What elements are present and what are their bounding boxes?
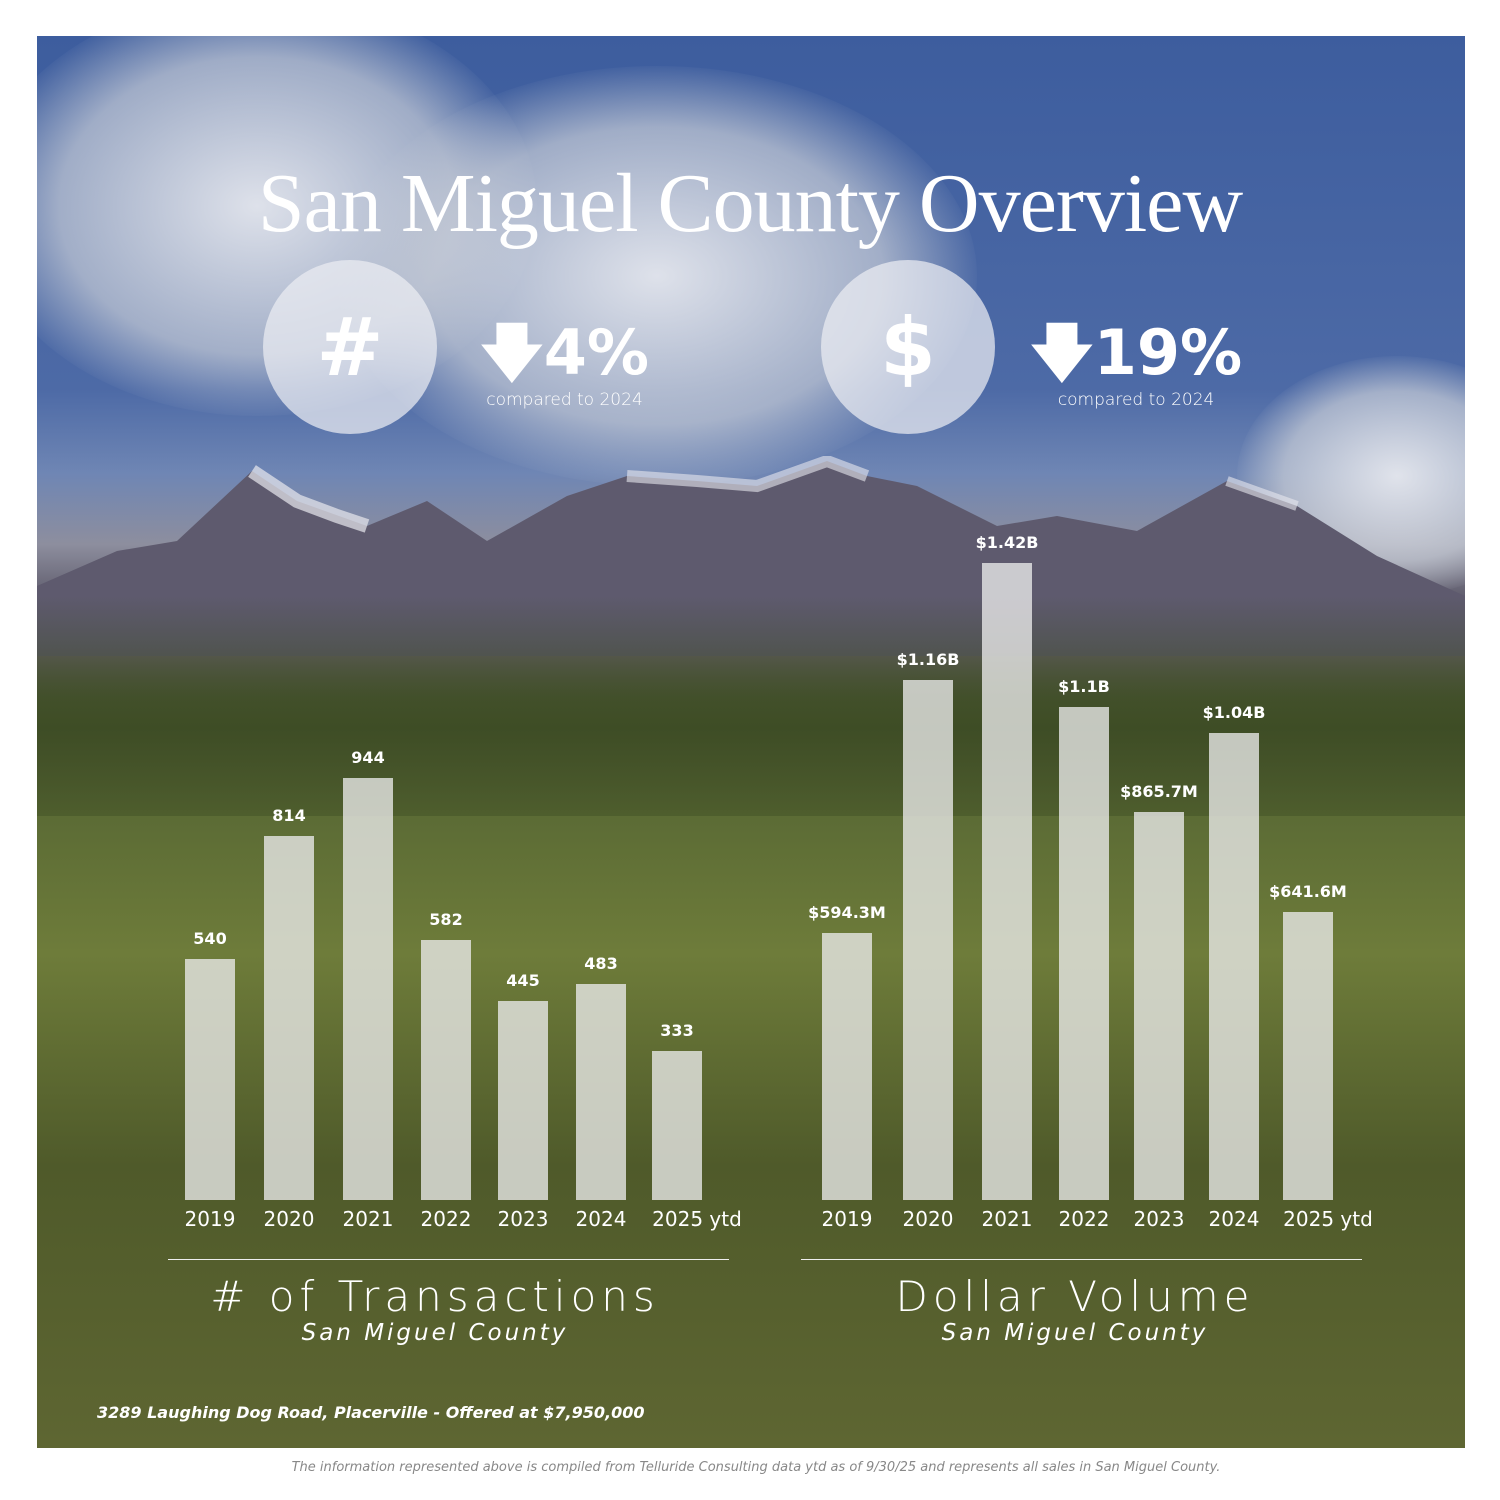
data-label: 483 [584,954,618,974]
data-label: 445 [506,971,540,991]
x-tick-label: 2021 [342,1207,394,1231]
chart-title-volume: Dollar Volume [895,1272,1255,1321]
bar [982,563,1032,1200]
bar [264,836,314,1200]
x-tick-label: 2025 ytd [652,1207,742,1231]
bar [1059,706,1109,1200]
x-tick-label: 2022 [420,1207,472,1231]
divider [801,1259,1362,1260]
page-title: San Miguel County Overview [257,157,1243,250]
x-tick-label: 2024 [1208,1207,1260,1231]
bar [498,1001,548,1200]
data-label: $641.6M [1269,882,1347,902]
x-tick-label: 2025 ytd [1283,1207,1373,1231]
data-label: $1.04B [1202,703,1266,723]
data-label: $865.7M [1120,781,1198,801]
bar [185,958,235,1200]
bar [1283,912,1333,1200]
x-tick-label: 2019 [821,1207,873,1231]
x-tick-label: 2023 [497,1207,549,1231]
listing-caption: 3289 Laughing Dog Road, Placerville - Of… [97,1403,645,1422]
volume-change: 🡇19% compared to 2024 [1030,322,1242,411]
footer-disclaimer: The information represented above is com… [291,1460,1221,1475]
divider [168,1259,729,1260]
x-tick-label: 2020 [902,1207,954,1231]
data-label: $594.3M [808,903,886,923]
data-label: $1.1B [1058,676,1110,696]
data-label: $1.42B [975,533,1039,552]
data-label: 814 [272,806,306,826]
transactions-change: 🡇4% compared to 2024 [480,322,649,411]
bar [421,939,471,1200]
hash-icon: # [263,260,437,434]
dollar-icon: $ [821,260,995,434]
chart-subtitle-transactions: San Miguel County [301,1320,569,1346]
bar [903,679,953,1200]
change-caption: compared to 2024 [486,390,643,410]
bar [652,1051,702,1200]
x-tick-label: 2020 [263,1207,315,1231]
arrow-down-icon: 🡇 [1030,316,1094,389]
data-label: $1.16B [896,649,960,669]
chart-title-transactions: # of Transactions [210,1272,660,1321]
x-tick-label: 2022 [1058,1207,1110,1231]
bar [822,933,872,1200]
x-tick-label: 2019 [184,1207,236,1231]
x-tick-label: 2023 [1133,1207,1185,1231]
x-tick-label: 2021 [981,1207,1033,1231]
change-caption: compared to 2024 [1057,390,1215,410]
x-tick-label: 2024 [575,1207,627,1231]
bar [576,984,626,1200]
chart-subtitle-volume: San Miguel County [941,1320,1209,1346]
data-label: 333 [660,1021,694,1041]
change-value: 4% [543,316,650,389]
data-label: 944 [351,748,385,767]
data-label: 540 [193,928,227,948]
bar [1134,811,1184,1200]
change-value: 19% [1093,316,1243,389]
data-label: 582 [429,909,463,929]
arrow-down-icon: 🡇 [480,316,544,389]
bar [1209,733,1259,1200]
bar [343,778,393,1200]
